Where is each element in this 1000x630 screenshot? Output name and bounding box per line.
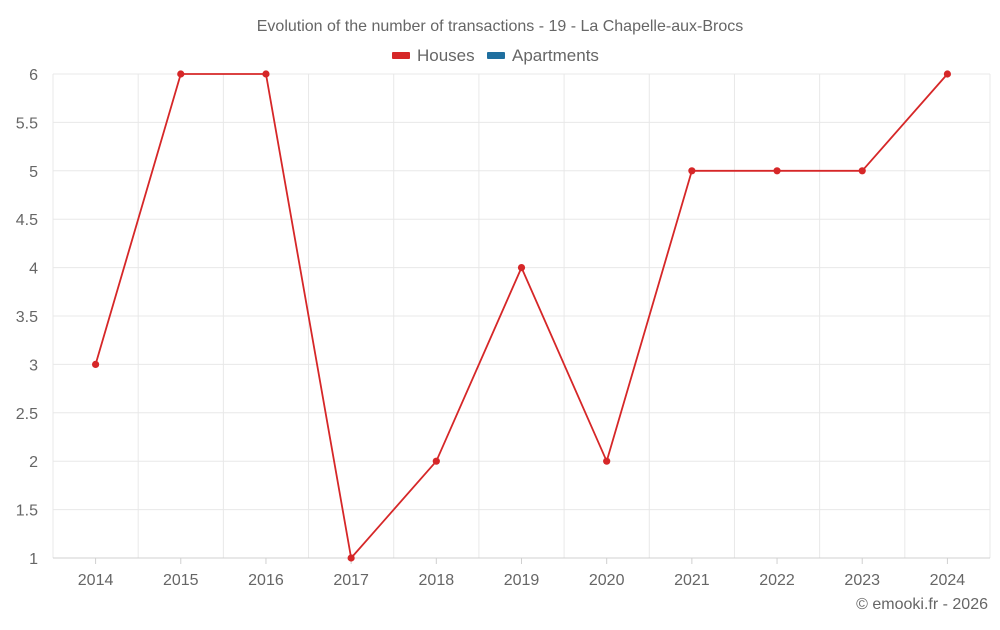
series-layer (91, 70, 952, 562)
legend-item-apartments[interactable]: Apartments (487, 46, 599, 65)
y-tick-label: 3.5 (16, 309, 38, 326)
x-tick-label: 2023 (844, 572, 880, 589)
x-tick-label: 2018 (419, 572, 455, 589)
x-axis: 2014 2015 2016 2017 2018 2019 2020 2021 2022 2023… (53, 557, 990, 589)
y-tick-label: 6 (29, 67, 38, 84)
legend-item-houses[interactable]: Houses (392, 46, 475, 65)
legend-label-houses: Houses (417, 46, 475, 65)
x-tick-label: 2024 (930, 572, 966, 589)
legend-swatch-apartments (487, 52, 505, 59)
data-point-houses[interactable] (432, 457, 440, 465)
data-point-houses[interactable] (347, 554, 355, 562)
y-tick-label: 5.5 (16, 115, 38, 132)
x-tick-label: 2022 (759, 572, 795, 589)
x-tick-label: 2021 (674, 572, 710, 589)
y-tick-label: 2.5 (16, 406, 38, 423)
legend: Houses Apartments (392, 46, 599, 65)
data-point-houses[interactable] (773, 167, 781, 175)
data-point-houses[interactable] (262, 70, 270, 78)
chart-title: Evolution of the number of transactions … (257, 18, 743, 35)
x-tick-label: 2017 (333, 572, 369, 589)
data-point-houses[interactable] (517, 264, 526, 272)
y-tick-label: 5 (29, 164, 38, 181)
x-tick-label: 2019 (504, 572, 540, 589)
data-point-houses[interactable] (603, 457, 611, 465)
y-tick-label: 1.5 (16, 503, 38, 520)
legend-swatch-houses (392, 52, 410, 59)
data-point-houses[interactable] (688, 167, 696, 175)
x-tick-label: 2015 (163, 572, 199, 589)
x-tick-label: 2020 (589, 572, 625, 589)
legend-label-apartments: Apartments (512, 46, 599, 65)
y-tick-label: 3 (29, 357, 38, 374)
data-point-houses[interactable] (943, 70, 952, 78)
y-tick-label: 1 (29, 551, 38, 568)
grid (52, 73, 991, 559)
x-tick-label: 2014 (78, 572, 114, 589)
y-tick-label: 2 (29, 454, 38, 471)
y-tick-label: 4 (29, 261, 38, 278)
credit-text: © emooki.fr - 2026 (856, 596, 988, 613)
data-point-houses[interactable] (91, 360, 100, 368)
y-axis: 1 1.5 2 2.5 3 3.5 4 4.5 5 5.5 6 (16, 67, 38, 568)
y-tick-label: 4.5 (16, 212, 38, 229)
data-point-houses[interactable] (177, 70, 185, 78)
x-tick-label: 2016 (248, 572, 284, 589)
data-point-houses[interactable] (858, 167, 866, 175)
